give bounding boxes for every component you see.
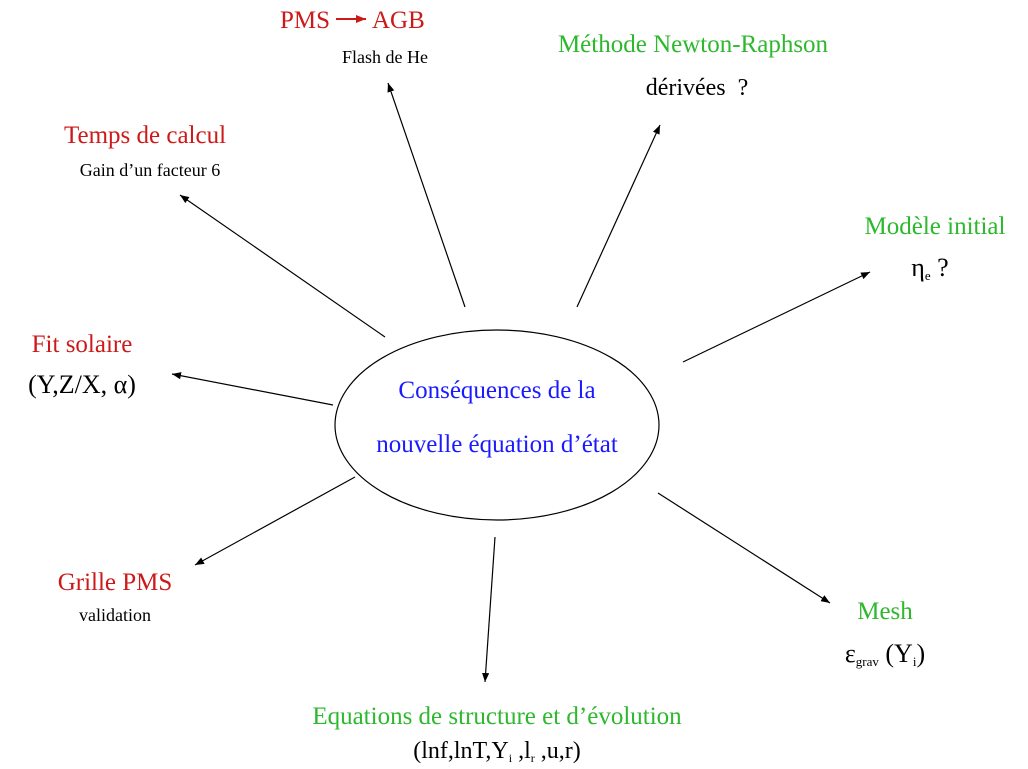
subscript: r bbox=[531, 751, 535, 765]
arrow bbox=[576, 124, 661, 308]
center-ellipse bbox=[334, 329, 660, 521]
subtitle-part: (Y bbox=[879, 639, 913, 668]
node-title: PMS bbox=[280, 7, 330, 34]
arrow bbox=[682, 271, 871, 363]
subtitle-part: ) bbox=[916, 639, 925, 668]
subtitle-part: dérivées ? bbox=[646, 75, 749, 101]
node-title: Mesh bbox=[857, 598, 913, 625]
node-title: Méthode Newton-Raphson bbox=[558, 31, 829, 58]
subtitle-part: ε bbox=[845, 639, 856, 668]
subtitle-part: η bbox=[911, 253, 925, 282]
subtitle-part: validation bbox=[79, 605, 151, 625]
node-title: Equations de structure et d’évolution bbox=[312, 703, 682, 730]
arrow bbox=[482, 536, 496, 683]
subtitle-part: ? bbox=[931, 253, 949, 282]
node-subtitle: Gain d’un facteur 6 bbox=[80, 160, 220, 180]
node-title: Grille PMS bbox=[58, 569, 173, 596]
node-title: Temps de calcul bbox=[64, 122, 226, 149]
node-subtitle: εgrav (Yi) bbox=[845, 639, 925, 669]
arrow bbox=[657, 492, 831, 604]
subscript: grav bbox=[856, 654, 880, 669]
node-subtitle: validation bbox=[79, 605, 151, 625]
node-title: Fit solaire bbox=[32, 331, 133, 358]
arrows bbox=[171, 15, 871, 683]
center-label: Conséquences de la bbox=[398, 377, 595, 404]
arrow bbox=[179, 194, 386, 338]
arrow bbox=[194, 476, 356, 566]
arrow bbox=[387, 82, 466, 308]
center-label: nouvelle équation d’état bbox=[376, 431, 618, 458]
node-title: AGB bbox=[372, 7, 425, 34]
subtitle-part: ,u,r) bbox=[535, 738, 581, 764]
arrow bbox=[171, 372, 334, 406]
subscript: i bbox=[913, 654, 917, 669]
node-subtitle: ηe ? bbox=[911, 253, 948, 283]
subtitle-part: ,l bbox=[512, 738, 531, 764]
subscript: e bbox=[925, 268, 931, 283]
subtitle-part: Gain d’un facteur 6 bbox=[80, 160, 220, 180]
node-subtitle: (lnf,lnT,Yi ,lr ,u,r) bbox=[413, 738, 581, 765]
node-subtitle: Flash de He bbox=[342, 47, 428, 67]
subtitle-part: (Y,Z/X, α) bbox=[28, 370, 136, 399]
node-subtitle: dérivées ? bbox=[646, 75, 749, 101]
subtitle-part: (lnf,lnT,Y bbox=[413, 738, 509, 764]
node-title: Modèle initial bbox=[865, 213, 1006, 240]
subtitle-part: Flash de He bbox=[342, 47, 428, 67]
node-subtitle: (Y,Z/X, α) bbox=[28, 370, 136, 399]
subscript: i bbox=[509, 751, 513, 765]
